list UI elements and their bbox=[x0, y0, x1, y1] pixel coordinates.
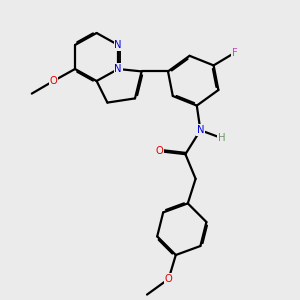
Text: H: H bbox=[218, 133, 225, 143]
Text: F: F bbox=[232, 48, 238, 58]
Text: N: N bbox=[115, 40, 122, 50]
Text: N: N bbox=[115, 64, 122, 74]
Text: O: O bbox=[165, 274, 172, 284]
Text: O: O bbox=[156, 146, 164, 156]
Text: O: O bbox=[50, 76, 57, 86]
Text: N: N bbox=[197, 125, 204, 135]
